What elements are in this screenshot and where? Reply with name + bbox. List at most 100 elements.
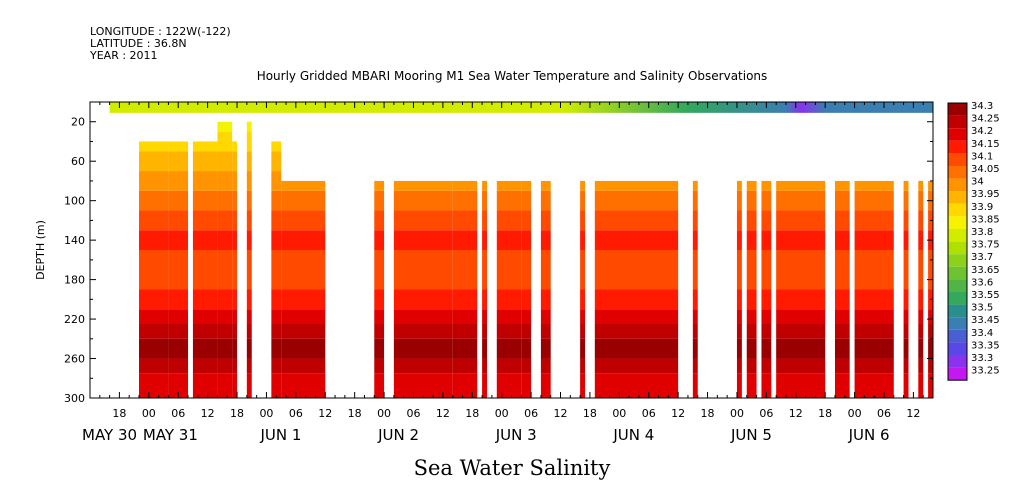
salinity-band [281,373,326,398]
salinity-band [928,309,933,324]
salinity-band [540,309,551,324]
x-tick-label: 18 [230,407,244,420]
salinity-band [139,210,169,231]
salinity-band [521,180,532,191]
salinity-band [540,210,551,231]
salinity-band [692,250,698,290]
salinity-band [496,289,522,310]
salinity-band [452,358,478,374]
x-tick-label: 00 [848,407,862,420]
salinity-band [580,373,586,398]
colorbar-label: 33.8 [971,227,993,238]
salinity-band [776,309,826,324]
colorbar-swatch [948,279,967,292]
salinity-band [834,309,850,324]
salinity-band [168,324,189,339]
colorbar-label: 33.6 [971,277,993,288]
salinity-band [580,289,586,310]
salinity-band [736,190,742,211]
colorbar-label: 34.05 [971,164,1000,175]
data-area [139,121,933,398]
salinity-band [232,309,238,324]
x-tick-label: 00 [730,407,744,420]
salinity-band [217,250,233,290]
salinity-band [281,324,326,339]
salinity-band [374,180,385,191]
salinity-band [834,190,850,211]
salinity-band [692,338,698,359]
colorbar: 34.334.2534.234.1534.134.053433.9533.933… [947,101,1000,381]
salinity-band [746,358,757,374]
salinity-band [761,373,772,398]
salinity-band [482,309,487,324]
y-tick-label: 100 [64,195,85,208]
colorbar-label: 34 [971,177,984,188]
salinity-band [192,358,218,374]
colorbar-frame [947,102,968,381]
salinity-band [374,210,385,231]
salinity-band [281,190,326,211]
salinity-band [496,309,522,324]
x-tick-label: 18 [818,407,832,420]
salinity-band [217,171,233,191]
data-segment [217,121,233,398]
salinity-band [271,289,282,310]
salinity-band [217,190,233,211]
salinity-band [776,289,826,310]
salinity-band [271,358,282,374]
salinity-band [776,190,826,211]
salinity-band [746,180,757,191]
salinity-band [746,230,757,250]
salinity-band [246,289,252,310]
salinity-band [540,250,551,290]
x-tick-label: 06 [759,407,773,420]
surface-salinity [109,102,933,113]
salinity-band [139,324,169,339]
salinity-band [452,338,478,359]
salinity-band [246,131,252,152]
colorbar-label: 33.45 [971,315,1000,326]
salinity-band [903,230,909,250]
salinity-band [168,338,189,359]
colorbar-label: 34.1 [971,151,993,162]
salinity-band [374,358,385,374]
salinity-band [594,373,679,398]
salinity-band [761,289,772,310]
salinity-band [393,289,453,310]
colorbar-label: 33.3 [971,353,993,364]
salinity-band [692,309,698,324]
salinity-band [854,309,894,324]
salinity-band [452,373,478,398]
salinity-band [776,250,826,290]
salinity-band [776,210,826,231]
salinity-band [761,230,772,250]
salinity-band [918,250,924,290]
salinity-band [168,250,189,290]
salinity-band [139,373,169,398]
surface-strip [109,102,933,113]
salinity-band [281,210,326,231]
x-tick-label: 00 [142,407,156,420]
salinity-band [192,210,218,231]
data-segment [168,141,189,398]
salinity-band [580,358,586,374]
salinity-band [271,373,282,398]
salinity-band [580,210,586,231]
salinity-band [482,324,487,339]
data-segment [540,180,551,398]
salinity-band [217,230,233,250]
salinity-band [246,190,252,211]
salinity-band [192,373,218,398]
salinity-band [776,373,826,398]
salinity-band [271,190,282,211]
salinity-band [232,289,238,310]
salinity-band [217,289,233,310]
salinity-band [834,289,850,310]
colorbar-label: 33.85 [971,214,1000,225]
salinity-band [928,324,933,339]
salinity-band [139,230,169,250]
salinity-band [854,180,894,191]
salinity-band [482,338,487,359]
salinity-band [246,210,252,231]
salinity-band [918,373,924,398]
